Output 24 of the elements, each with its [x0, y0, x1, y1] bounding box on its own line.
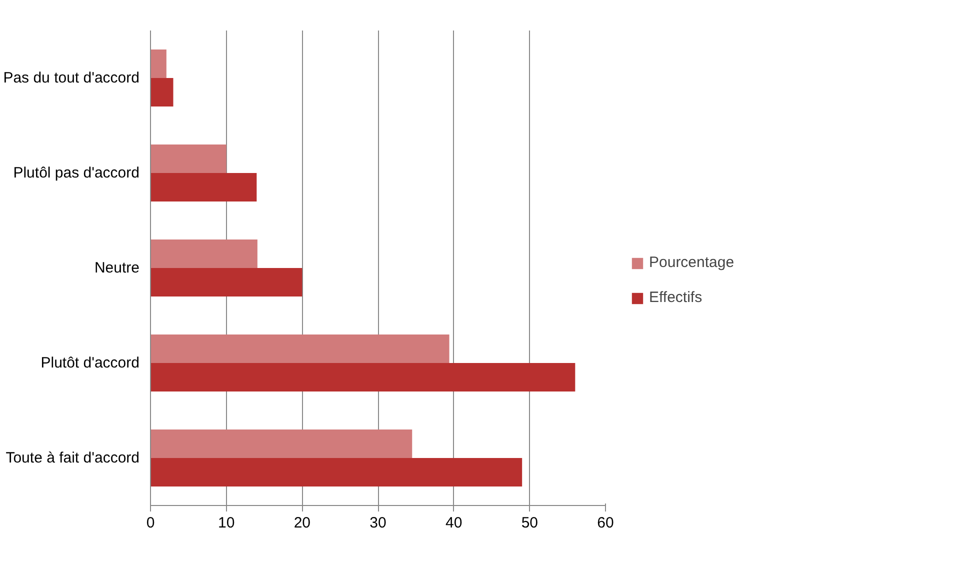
legend-label: Effectifs	[649, 289, 702, 306]
y-tick-label: Neutre	[94, 260, 140, 276]
x-tick-label: 40	[445, 514, 462, 532]
bar	[150, 268, 302, 296]
bar	[150, 363, 576, 392]
x-tick-label: 50	[521, 514, 538, 532]
bar	[150, 240, 258, 268]
x-tick-label: 10	[218, 514, 235, 532]
x-tick-label: 60	[597, 514, 614, 532]
y-tick-label: Pas du tout d'accord	[3, 70, 140, 86]
bar	[150, 458, 522, 486]
y-tick-label: Plutôt d'accord	[40, 354, 140, 372]
bar	[150, 173, 257, 202]
bar	[150, 430, 412, 458]
bar	[150, 334, 450, 363]
x-tick-label: 30	[370, 514, 386, 532]
x-tick-label: 20	[294, 514, 311, 532]
x-tick-label: 0	[146, 514, 155, 532]
y-tick-label: Plutôl pas d'accord	[13, 164, 140, 182]
bar	[150, 144, 226, 173]
bar	[150, 78, 174, 106]
y-tick-label: Toute à fait d'accord	[6, 450, 140, 466]
legend-label: Pourcentage	[649, 254, 734, 271]
bar	[150, 50, 166, 78]
